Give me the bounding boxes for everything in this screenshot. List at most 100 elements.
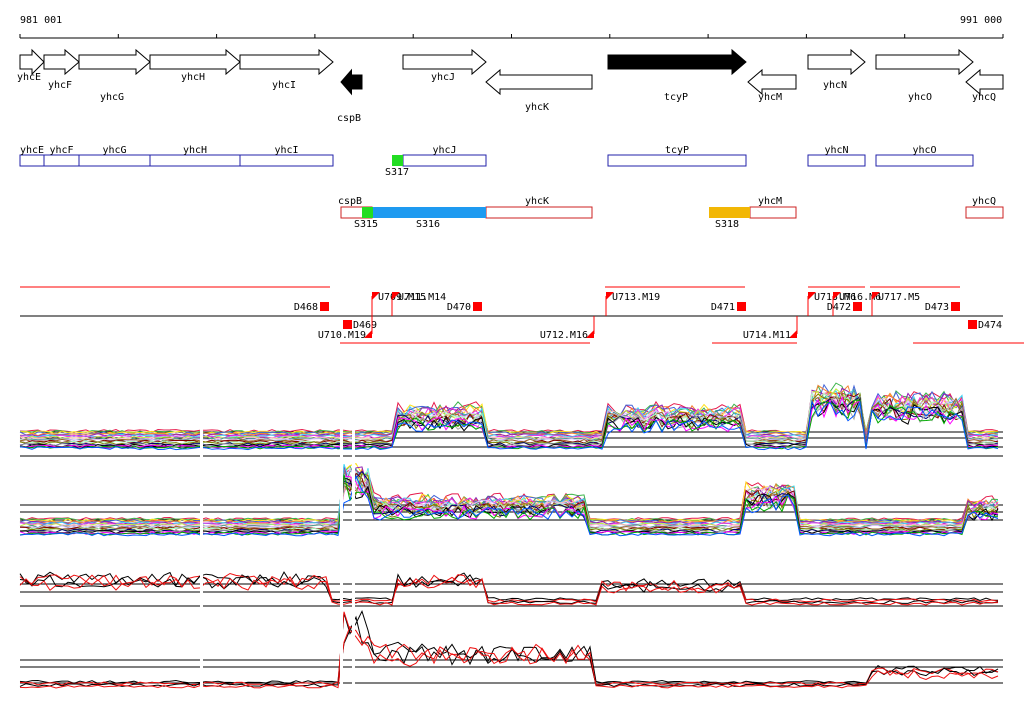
- segment-label-S318: S318: [715, 219, 739, 230]
- gene-arrow-tcyP[interactable]: [607, 48, 747, 76]
- gene-label-yhcE: yhcE: [17, 72, 41, 83]
- boundary-marker[interactable]: [392, 292, 400, 300]
- segment-label-S316: S316: [416, 219, 440, 230]
- gene-arrow-yhcH[interactable]: [149, 48, 241, 76]
- gene-label-yhcH: yhcH: [181, 72, 205, 83]
- boundary-marker[interactable]: [789, 330, 797, 338]
- boundary-marker[interactable]: [343, 320, 352, 329]
- boundary-marker[interactable]: [968, 320, 977, 329]
- gene-arrow-cspB[interactable]: [340, 68, 363, 96]
- transcript-label-yhcN: yhcN: [824, 145, 848, 156]
- boundary-marker[interactable]: [853, 302, 862, 311]
- trace-band-3: [19, 571, 999, 606]
- transcript-label-yhcO: yhcO: [912, 145, 936, 156]
- gene-label-yhcK: yhcK: [525, 102, 549, 113]
- segment-label-S315: S315: [354, 219, 378, 230]
- boundary-label-U717.M5: U717.M5: [878, 292, 920, 303]
- boundary-label-U713.M19: U713.M19: [612, 292, 660, 303]
- transcript-box-yhcK[interactable]: [485, 206, 593, 219]
- gene-arrow-yhcO[interactable]: [875, 48, 974, 76]
- boundary-marker[interactable]: [606, 292, 614, 300]
- trace-band-2: [19, 462, 999, 537]
- gene-label-yhcN: yhcN: [823, 80, 847, 91]
- boundary-label-U711.M14: U711.M14: [398, 292, 446, 303]
- gene-arrow-yhcJ[interactable]: [402, 48, 487, 76]
- trace-line: [19, 474, 999, 537]
- trace-band-1: [19, 382, 999, 451]
- segment-S316[interactable]: [373, 207, 486, 218]
- trace-gap: [200, 415, 203, 695]
- trace-line: [19, 609, 999, 685]
- segment-S317[interactable]: [392, 155, 403, 166]
- gene-label-yhcQ: yhcQ: [972, 92, 996, 103]
- coordinate-ruler: 981 001 991 000: [19, 15, 1004, 39]
- boundary-label-D469: D469: [353, 320, 377, 331]
- expression-traces: [19, 382, 1003, 695]
- transcript-box-yhcN[interactable]: [807, 154, 866, 167]
- boundary-track: D468U709.M15U711.M14D470U713.M19D471U715…: [20, 286, 1024, 344]
- transcript-box-yhcG[interactable]: [78, 154, 151, 167]
- transcript-label-yhcF: yhcF: [49, 145, 73, 156]
- boundary-marker[interactable]: [586, 330, 594, 338]
- boundary-marker[interactable]: [737, 302, 746, 311]
- ruler-start-label: 981 001: [20, 15, 62, 26]
- gene-arrow-yhcI[interactable]: [239, 48, 334, 76]
- transcript-box-yhcJ[interactable]: [402, 154, 487, 167]
- gene-label-cspB: cspB: [337, 113, 361, 124]
- gene-label-yhcG: yhcG: [100, 92, 124, 103]
- transcript-label-yhcI: yhcI: [274, 145, 298, 156]
- boundary-label-D472: D472: [827, 302, 851, 313]
- boundary-marker[interactable]: [872, 292, 880, 300]
- trace-line: [19, 384, 999, 437]
- trace-line: [19, 576, 999, 606]
- transcript-label-yhcQ: yhcQ: [972, 196, 996, 207]
- transcript-label-yhcJ: yhcJ: [432, 145, 456, 156]
- trace-line: [19, 474, 999, 536]
- gene-arrow-yhcK[interactable]: [485, 68, 593, 96]
- transcript-box-yhcE[interactable]: [19, 154, 45, 167]
- segment-S315[interactable]: [362, 207, 373, 218]
- gene-arrow-yhcQ[interactable]: [965, 68, 1004, 96]
- trace-line: [19, 468, 999, 524]
- segment-label-S317: S317: [385, 167, 409, 178]
- gene-arrow-yhcN[interactable]: [807, 48, 866, 76]
- gene-label-yhcJ: yhcJ: [431, 72, 455, 83]
- transcript-box-yhcI[interactable]: [239, 154, 334, 167]
- transcript-box-tcyP[interactable]: [607, 154, 747, 167]
- segment-S318[interactable]: [709, 207, 750, 218]
- transcript-box-yhcH[interactable]: [149, 154, 241, 167]
- trace-line: [20, 469, 999, 532]
- gene-label-tcyP: tcyP: [664, 92, 688, 103]
- trace-gap: [340, 415, 343, 695]
- gene-label-yhcF: yhcF: [48, 80, 72, 91]
- gene-arrow-yhcM[interactable]: [747, 68, 797, 96]
- boundary-label-U716.M6: U716.M6: [839, 292, 881, 303]
- gene-arrow-yhcE[interactable]: [19, 48, 45, 76]
- boundary-label-D470: D470: [447, 302, 471, 313]
- transcript-label-tcyP: tcyP: [665, 145, 689, 156]
- boundary-marker[interactable]: [320, 302, 329, 311]
- gene-label-yhcI: yhcI: [272, 80, 296, 91]
- transcript-box-yhcO[interactable]: [875, 154, 974, 167]
- boundary-label-D474: D474: [978, 320, 1002, 331]
- boundary-marker[interactable]: [951, 302, 960, 311]
- boundary-marker[interactable]: [364, 330, 372, 338]
- boundary-marker[interactable]: [808, 292, 816, 300]
- transcript-box-yhcF[interactable]: [43, 154, 80, 167]
- boundary-marker[interactable]: [833, 292, 841, 300]
- boundary-marker[interactable]: [372, 292, 380, 300]
- boundary-label-U709.M15: U709.M15: [378, 292, 426, 303]
- gene-arrow-yhcG[interactable]: [78, 48, 151, 76]
- gene-arrow-yhcF[interactable]: [43, 48, 80, 76]
- transcript-box-yhcM[interactable]: [749, 206, 797, 219]
- boundary-marker[interactable]: [473, 302, 482, 311]
- transcript-track: yhcE yhcF yhcG yhcH yhcI yhcJ tcyP yhcN yhcO cspB…: [19, 145, 1004, 219]
- trace-line: [19, 396, 999, 449]
- transcript-box-yhcQ[interactable]: [965, 206, 1004, 219]
- transcript-label-cspB: cspB: [338, 196, 362, 207]
- ruler-end-label: 991 000: [960, 15, 1002, 26]
- transcript-label-yhcE: yhcE: [20, 145, 44, 156]
- trace-line: [19, 572, 999, 603]
